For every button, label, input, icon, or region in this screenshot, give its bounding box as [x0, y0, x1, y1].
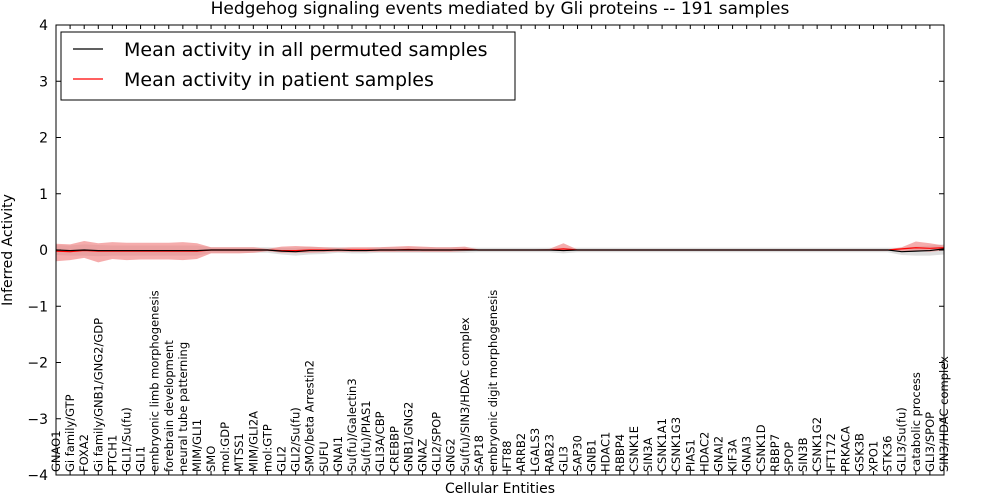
x-tick-label: GNB1 [585, 439, 599, 472]
x-tick-label: FOXA2 [77, 434, 91, 472]
x-tick-label: GLI2/Su(fu) [289, 407, 303, 472]
x-tick-label: GLI3A/CBP [373, 411, 387, 472]
chart-title: Hedgehog signaling events mediated by Gl… [211, 0, 790, 19]
x-tick-label: PIAS1 [683, 439, 697, 472]
y-tick-label: 2 [39, 131, 48, 147]
y-axis-title: Inferred Activity [0, 194, 16, 306]
x-axis: GNAO1 Gi family/GTP FOXA2 Gi family/GNB1/GN… [49, 25, 951, 475]
x-tick-label: SIN3/HDAC complex [937, 356, 951, 472]
x-tick-label: IFT88 [500, 441, 514, 472]
x-tick-label: GLI2 [275, 446, 289, 472]
x-tick-label: mol:GTP [260, 424, 274, 472]
x-tick-label: SMO [204, 446, 218, 472]
x-tick-label: KIF3A [726, 439, 740, 472]
x-tick-label: RAB23 [542, 434, 556, 472]
y-tick-label: 1 [39, 187, 48, 203]
legend-label-patient: Mean activity in patient samples [124, 69, 434, 91]
x-tick-label: catabolic process [909, 372, 923, 472]
x-tick-label: MIM/GLI1 [190, 419, 204, 472]
y-tick-label: −1 [27, 299, 48, 315]
x-tick-label: CREBBP [387, 426, 401, 472]
x-tick-label: XPO1 [867, 441, 881, 472]
x-tick-label: GLI2/SPOP [430, 412, 444, 472]
x-tick-label: Gi family/GTP [63, 394, 77, 472]
series-line-0 [55, 248, 945, 253]
x-tick-label: GLI1/Su(fu) [119, 407, 133, 472]
x-tick-label: GNG2 [444, 438, 458, 472]
x-tick-label: SIN3B [796, 437, 810, 472]
x-axis-title: Cellular Entities [445, 481, 555, 497]
series-band-1 [56, 241, 944, 263]
x-tick-label: GLI3/SPOP [923, 412, 937, 472]
x-tick-label: CSNK1A1 [655, 418, 669, 472]
y-tick-label: 4 [39, 18, 48, 34]
y-tick-label: 3 [39, 74, 48, 90]
legend-box [60, 31, 516, 101]
x-tick-label: mol:GDP [218, 422, 232, 472]
x-tick-label: GLI3/Su(fu) [895, 407, 909, 472]
y-tick-label: −4 [27, 468, 48, 484]
x-tick-label: IFT172 [824, 433, 838, 472]
x-tick-label: Gi family/GNB1/GNG2/GDP [91, 318, 105, 472]
legend-label-permuted: Mean activity in all permuted samples [124, 39, 487, 61]
x-tick-label: GNB1/GNG2 [401, 402, 415, 472]
x-tick-label: ARRB2 [514, 433, 528, 472]
x-tick-label: RBBP4 [613, 434, 627, 472]
y-tick-label: −2 [27, 356, 48, 372]
y-tick-label: 0 [39, 243, 48, 259]
x-tick-label: CSNK1G2 [810, 417, 824, 472]
x-tick-label: GNAO1 [49, 430, 63, 472]
y-tick-label: −3 [27, 412, 48, 428]
x-tick-label: forebrain development [162, 340, 176, 472]
x-tick-label: GLI1 [134, 446, 148, 472]
x-tick-label: MIM/GLI2A [246, 411, 260, 472]
x-tick-label: SIN3A [641, 437, 655, 472]
x-tick-label: CSNK1G3 [669, 417, 683, 472]
x-tick-label: SPOP [782, 442, 796, 472]
x-tick-label: Su(fu)/Galectin3 [345, 378, 359, 472]
x-tick-label: embryonic limb morphogenesis [148, 290, 162, 472]
x-tick-label: GNAI2 [711, 436, 725, 472]
x-tick-label: SAP18 [472, 435, 486, 472]
x-tick-label: HDAC2 [697, 432, 711, 472]
x-tick-label: GNAI1 [331, 436, 345, 472]
x-tick-label: SMO/beta Arrestin2 [303, 360, 317, 472]
x-tick-label: LGALS3 [528, 428, 542, 472]
x-tick-label: PTCH1 [105, 435, 119, 472]
x-tick-label: GSK3B [852, 433, 866, 472]
x-tick-label: GLI3 [556, 446, 570, 472]
x-tick-label: embryonic digit morphogenesis [486, 290, 500, 472]
x-tick-label: CSNK1E [627, 426, 641, 472]
x-tick-label: SAP30 [571, 435, 585, 472]
x-tick-label: Su(fu)/PIAS1 [359, 400, 373, 472]
x-tick-label: SUFU [317, 441, 331, 472]
x-tick-label: PRKACA [838, 426, 852, 472]
x-tick-label: MTSS1 [232, 433, 246, 472]
x-tick-label: neural tube patterning [176, 342, 190, 472]
x-tick-label: RBBP7 [768, 434, 782, 472]
x-tick-label: GNAZ [415, 439, 429, 472]
x-tick-label: GNAI3 [740, 436, 754, 472]
plot-area [55, 241, 945, 263]
x-tick-label: CSNK1D [754, 424, 768, 472]
x-tick-label: Su(fu)/SIN3/HDAC complex [458, 317, 472, 472]
x-tick-label: HDAC1 [599, 432, 613, 472]
y-axis: 4 3 2 1 0 −1 −2 −3 −4 [27, 18, 944, 484]
legend: Mean activity in all permuted samples Me… [60, 31, 516, 101]
x-tick-label: STK36 [881, 436, 895, 473]
